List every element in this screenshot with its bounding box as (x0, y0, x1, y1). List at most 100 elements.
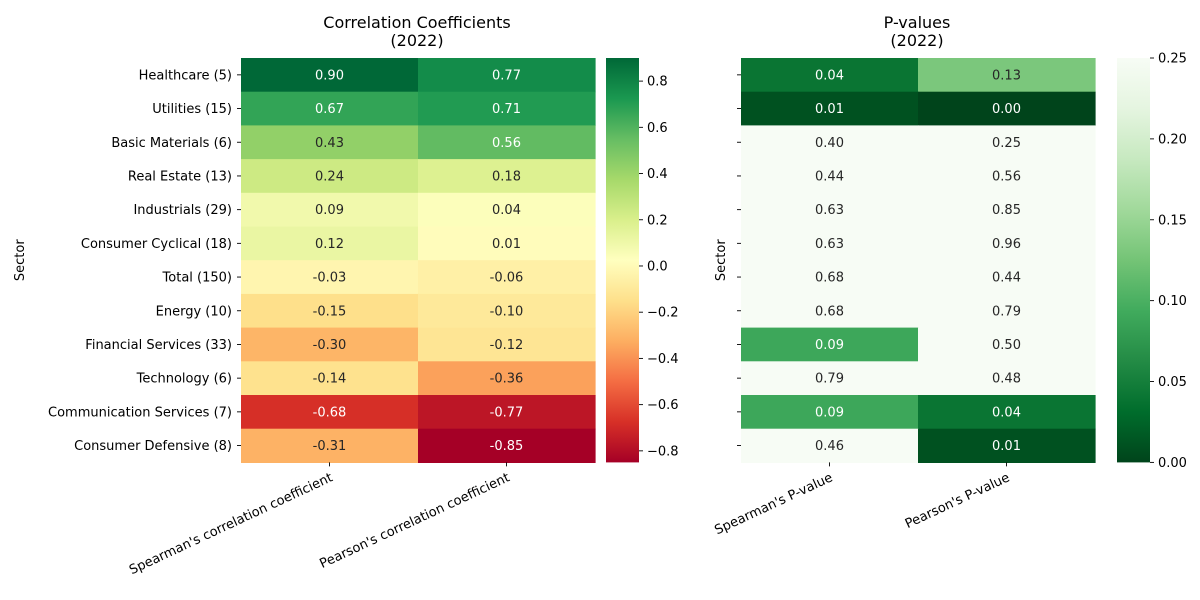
heatmap-cell-communication-services-7-pearson (418, 395, 596, 430)
heatmap-cell-energy-10-pearson (418, 293, 596, 329)
y-tick-label: Financial Services (33) (85, 338, 232, 353)
heatmap-cell-basic-materials-6-spearman (741, 125, 919, 160)
cell-value-label: -0.15 (313, 304, 347, 319)
heatmap-cell-consumer-defensive-8-pearson (918, 428, 1096, 463)
cell-value-label: 0.96 (992, 237, 1021, 252)
cell-value-label: 0.85 (992, 203, 1021, 218)
heatmap-cell-technology-6-spearman (741, 361, 919, 396)
cell-value-label: 0.12 (315, 237, 344, 252)
cell-value-label: 0.01 (815, 102, 844, 117)
heatmap-cell-total-150-spearman (741, 260, 919, 295)
cell-value-label: 0.13 (992, 68, 1021, 83)
heatmap-cell-real-estate-13-spearman (741, 159, 919, 194)
heatmap-cell-financial-services-33-spearman (741, 327, 919, 362)
colorbar-tick-label: 0.00 (1158, 456, 1187, 471)
heatmap-cell-utilities-15-pearson (418, 91, 596, 126)
correlation-colorbar (606, 58, 639, 463)
cell-value-label: -0.77 (490, 405, 524, 420)
cell-value-label: 0.09 (815, 405, 844, 420)
heatmap-cell-communication-services-7-pearson (918, 395, 1096, 430)
y-tick-label: Healthcare (5) (139, 68, 232, 83)
cell-value-label: 0.44 (815, 169, 844, 184)
pvalue-colorbar (1117, 58, 1150, 463)
heatmap-cell-financial-services-33-pearson (418, 327, 596, 362)
cell-value-label: 0.46 (815, 439, 844, 454)
heatmap-cell-consumer-defensive-8-spearman (241, 428, 419, 463)
correlation-y-axis-label: Sector (13, 239, 28, 281)
cell-value-label: -0.85 (490, 439, 524, 454)
cell-value-label: 0.90 (315, 68, 344, 83)
correlation-heatmap-panel: Correlation Coefficients (2022) 0.90 0.77 0.… (13, 13, 679, 578)
colorbar-tick-label: 0.20 (1158, 132, 1187, 147)
heatmap-cell-energy-10-pearson (918, 293, 1096, 329)
heatmap-cell-technology-6-pearson (918, 361, 1096, 396)
pvalue-y-axis-label: Sector (714, 239, 729, 281)
pvalue-chart-title: P-values (2022) (884, 13, 951, 50)
heatmap-cell-utilities-15-spearman (241, 91, 419, 126)
heatmap-cell-total-150-spearman (241, 260, 419, 295)
heatmap-cell-total-150-pearson (418, 260, 596, 295)
colorbar-tick-label: −0.8 (647, 444, 679, 459)
colorbar-tick-label: 0.4 (647, 167, 668, 182)
y-tick-label: Real Estate (13) (128, 169, 232, 184)
y-tick-label: Consumer Cyclical (18) (81, 237, 232, 252)
colorbar-tick-label: −0.2 (647, 306, 679, 321)
heatmap-cell-energy-10-spearman (241, 293, 419, 329)
heatmap-cell-real-estate-13-spearman (241, 159, 419, 194)
pvalue-heatmap-panel: P-values (2022) 0.04 0.13 0.01 0.00 0.40 0.25 0.… (713, 13, 1187, 538)
cell-value-label: -0.36 (490, 372, 524, 387)
heatmap-cell-technology-6-spearman (241, 361, 419, 396)
heatmap-cell-communication-services-7-spearman (241, 395, 419, 430)
x-tick-label: Spearman's P-value (713, 470, 836, 538)
heatmap-cell-industrials-29-spearman (241, 192, 419, 228)
heatmap-cell-consumer-cyclical-18-pearson (918, 226, 1096, 261)
heatmap-cell-real-estate-13-pearson (918, 159, 1096, 194)
heatmap-cell-consumer-cyclical-18-spearman (741, 226, 919, 261)
cell-value-label: 0.09 (815, 338, 844, 353)
y-tick-label: Energy (10) (156, 304, 232, 319)
cell-value-label: 0.04 (992, 405, 1021, 420)
cell-value-label: 0.48 (992, 372, 1021, 387)
colorbar-tick-label: 0.25 (1158, 52, 1187, 67)
heatmap-cell-consumer-defensive-8-spearman (741, 428, 919, 463)
cell-value-label: 0.68 (815, 271, 844, 286)
cell-value-label: -0.12 (490, 338, 524, 353)
y-tick-label: Technology (6) (136, 372, 232, 387)
cell-value-label: 0.77 (492, 68, 521, 83)
heatmap-cell-basic-materials-6-pearson (918, 125, 1096, 160)
cell-value-label: 0.63 (815, 237, 844, 252)
heatmap-cell-industrials-29-spearman (741, 192, 919, 228)
cell-value-label: 0.79 (992, 304, 1021, 319)
colorbar-tick-label: 0.8 (647, 75, 668, 90)
y-tick-label: Basic Materials (6) (111, 136, 232, 151)
heatmap-cell-energy-10-spearman (741, 293, 919, 329)
cell-value-label: 0.04 (815, 68, 844, 83)
cell-value-label: -0.31 (313, 439, 347, 454)
heatmap-cell-industrials-29-pearson (918, 192, 1096, 228)
cell-value-label: 0.71 (492, 102, 521, 117)
cell-value-label: 0.50 (992, 338, 1021, 353)
heatmap-cell-utilities-15-spearman (741, 91, 919, 126)
cell-value-label: 0.00 (992, 102, 1021, 117)
cell-value-label: 0.44 (992, 271, 1021, 286)
colorbar-tick-label: 0.2 (647, 213, 668, 228)
heatmap-cell-total-150-pearson (918, 260, 1096, 295)
heatmap-cell-financial-services-33-spearman (241, 327, 419, 362)
cell-value-label: 0.01 (992, 439, 1021, 454)
cell-value-label: 0.40 (815, 136, 844, 151)
heatmap-cell-financial-services-33-pearson (918, 327, 1096, 362)
cell-value-label: 0.56 (492, 136, 521, 151)
x-tick-label: Pearson's P-value (903, 470, 1012, 532)
y-tick-label: Utilities (15) (152, 102, 232, 117)
heatmap-cell-utilities-15-pearson (918, 91, 1096, 126)
heatmap-cell-industrials-29-pearson (418, 192, 596, 228)
x-tick-label: Spearman's correlation coefficient (127, 470, 335, 578)
cell-value-label: -0.06 (490, 271, 524, 286)
cell-value-label: 0.18 (492, 169, 521, 184)
colorbar-tick-label: 0.6 (647, 121, 668, 136)
cell-value-label: 0.24 (315, 169, 344, 184)
colorbar-tick-label: 0.15 (1158, 213, 1187, 228)
heatmap-cell-healthcare-5-spearman (741, 58, 919, 93)
cell-value-label: 0.56 (992, 169, 1021, 184)
